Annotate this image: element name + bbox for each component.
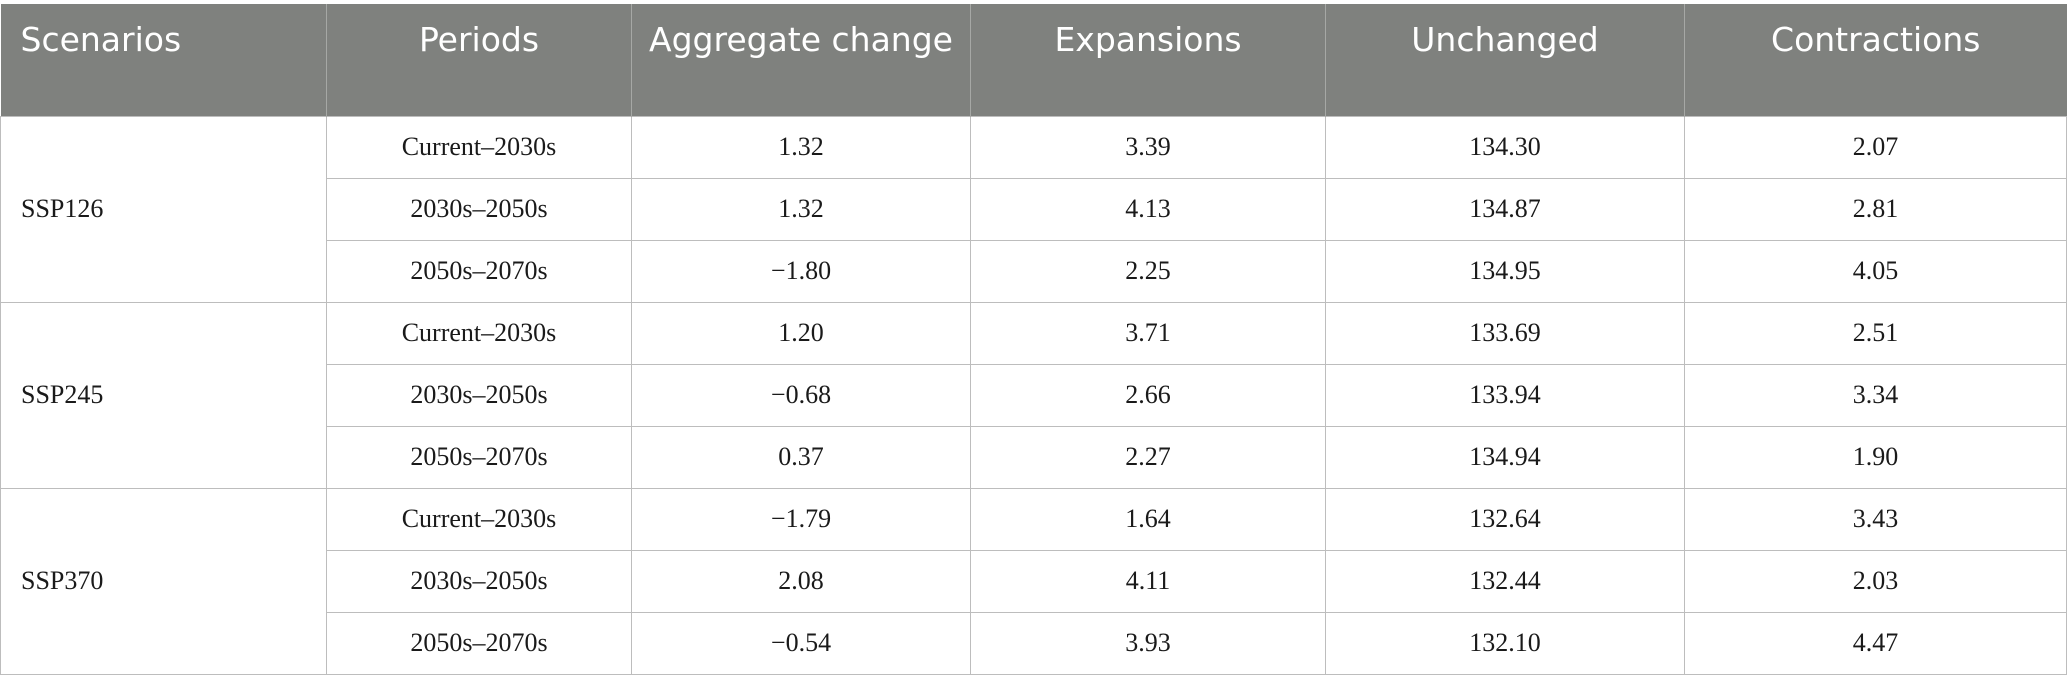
contractions-cell: 3.43: [1684, 487, 2067, 551]
table-row: 2030s–2050s −0.68 2.66 133.94 3.34: [1, 363, 2067, 427]
scenario-cell: SSP245: [0, 301, 327, 489]
period-cell: Current–2030s: [326, 301, 632, 365]
expansions-cell: 4.11: [970, 549, 1326, 613]
period-cell: 2030s–2050s: [326, 363, 632, 427]
unchanged-cell: 132.64: [1325, 487, 1685, 551]
expansions-cell: 3.71: [970, 301, 1326, 365]
data-table-container: Scenarios Periods Aggregate change Expan…: [0, 4, 2068, 692]
contractions-cell: 3.34: [1684, 363, 2067, 427]
unchanged-cell: 133.94: [1325, 363, 1685, 427]
unchanged-cell: 133.69: [1325, 301, 1685, 365]
column-header-contractions: Contractions: [1684, 4, 2067, 116]
aggregate-cell: 1.20: [631, 301, 971, 365]
header-row: Scenarios Periods Aggregate change Expan…: [0, 4, 2067, 116]
table-row: SSP245 Current–2030s 1.20 3.71 133.69 2.…: [0, 301, 2067, 489]
contractions-cell: 1.90: [1684, 425, 2067, 489]
contractions-cell: 2.07: [1684, 115, 2067, 179]
aggregate-cell: 0.37: [631, 425, 971, 489]
period-cell: 2050s–2070s: [326, 611, 632, 675]
aggregate-cell: −0.54: [631, 611, 971, 675]
expansions-cell: 3.93: [970, 611, 1326, 675]
period-cell: 2050s–2070s: [326, 425, 632, 489]
expansions-cell: 2.66: [970, 363, 1326, 427]
table-row: 2030s–2050s 2.08 4.11 132.44 2.03: [1, 549, 2067, 613]
contractions-cell: 2.51: [1684, 301, 2067, 365]
aggregate-cell: −1.80: [631, 239, 971, 303]
period-cell: Current–2030s: [326, 115, 632, 179]
table-body: SSP126 Current–2030s 1.32 3.39 134.30 2.…: [0, 115, 2067, 675]
column-header-expansions: Expansions: [970, 4, 1326, 116]
contractions-cell: 2.81: [1684, 177, 2067, 241]
contractions-cell: 2.03: [1684, 549, 2067, 613]
data-table: Scenarios Periods Aggregate change Expan…: [0, 4, 2067, 675]
period-cell: 2050s–2070s: [326, 239, 632, 303]
column-header-scenarios: Scenarios: [0, 4, 327, 116]
column-header-aggregate-change: Aggregate change: [631, 4, 971, 116]
table-row: SSP126 Current–2030s 1.32 3.39 134.30 2.…: [0, 115, 2067, 303]
column-header-periods: Periods: [326, 4, 632, 116]
aggregate-cell: 2.08: [631, 549, 971, 613]
period-cell: 2030s–2050s: [326, 549, 632, 613]
unchanged-cell: 132.44: [1325, 549, 1685, 613]
table-row: SSP370 Current–2030s −1.79 1.64 132.64 3…: [0, 487, 2067, 675]
scenario-cell: SSP370: [0, 487, 327, 675]
period-cell: 2030s–2050s: [326, 177, 632, 241]
expansions-cell: 2.25: [970, 239, 1326, 303]
expansions-cell: 3.39: [970, 115, 1326, 179]
expansions-cell: 2.27: [970, 425, 1326, 489]
contractions-cell: 4.47: [1684, 611, 2067, 675]
aggregate-cell: −1.79: [631, 487, 971, 551]
unchanged-cell: 134.94: [1325, 425, 1685, 489]
column-header-unchanged: Unchanged: [1325, 4, 1685, 116]
contractions-cell: 4.05: [1684, 239, 2067, 303]
unchanged-cell: 134.95: [1325, 239, 1685, 303]
table-header: Scenarios Periods Aggregate change Expan…: [0, 4, 2067, 116]
expansions-cell: 1.64: [970, 487, 1326, 551]
expansions-cell: 4.13: [970, 177, 1326, 241]
table-row: 2050s–2070s 0.37 2.27 134.94 1.90: [1, 425, 2067, 489]
unchanged-cell: 134.87: [1325, 177, 1685, 241]
aggregate-cell: −0.68: [631, 363, 971, 427]
table-row: 2050s–2070s −0.54 3.93 132.10 4.47: [1, 611, 2067, 675]
aggregate-cell: 1.32: [631, 115, 971, 179]
unchanged-cell: 134.30: [1325, 115, 1685, 179]
unchanged-cell: 132.10: [1325, 611, 1685, 675]
period-cell: Current–2030s: [326, 487, 632, 551]
scenario-cell: SSP126: [0, 115, 327, 303]
aggregate-cell: 1.32: [631, 177, 971, 241]
table-row: 2050s–2070s −1.80 2.25 134.95 4.05: [1, 239, 2067, 303]
